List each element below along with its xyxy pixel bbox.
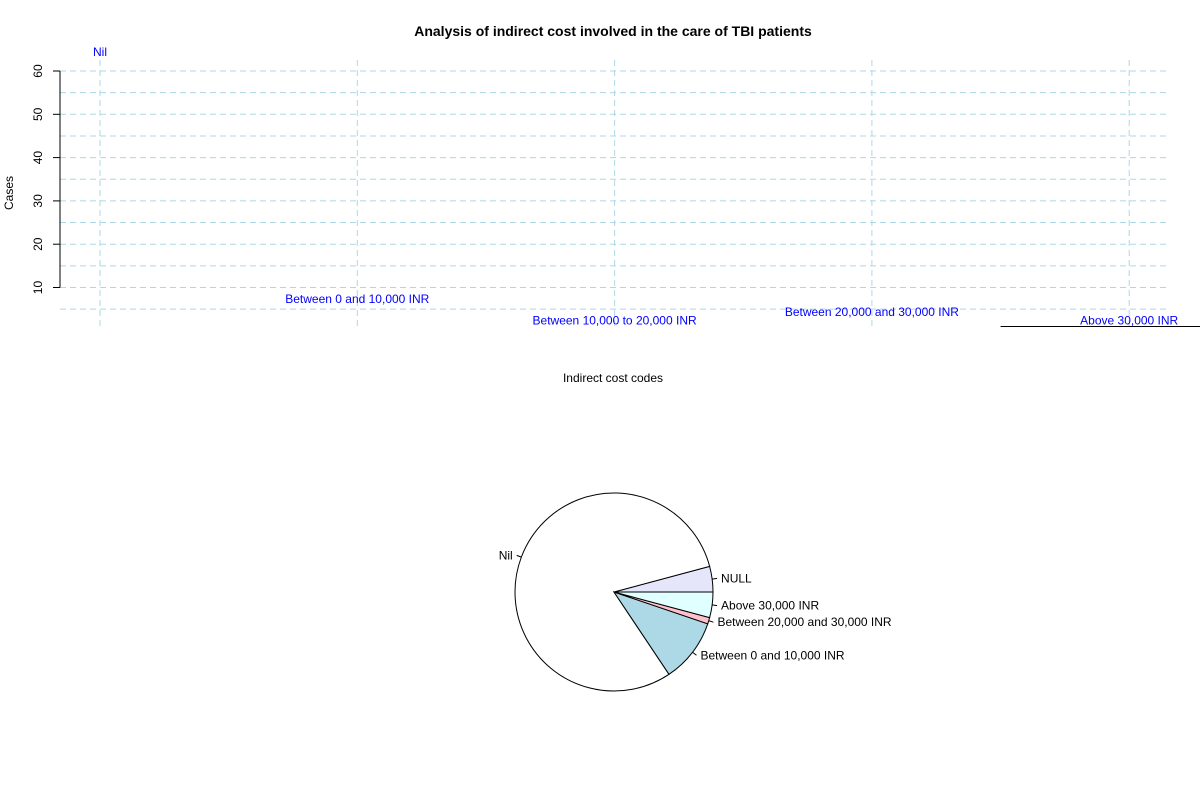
bar-label: Nil xyxy=(93,45,107,59)
pie-label-tick xyxy=(708,620,714,623)
y-tick-label: 30 xyxy=(31,194,45,208)
y-axis: 10 20 30 40 50 60 xyxy=(31,64,61,295)
chart-title: Analysis of indirect cost involved in th… xyxy=(414,23,812,39)
bar-label: Above 30,000 INR xyxy=(1080,313,1178,327)
bars: Nil Between 0 and 10,000 INR Between 10,00… xyxy=(0,45,1200,327)
pie-label: Between 20,000 and 30,000 INR xyxy=(717,615,891,629)
pie-slice xyxy=(514,492,711,692)
y-tick-label: 40 xyxy=(31,151,45,165)
y-tick-label: 10 xyxy=(31,281,45,295)
grid-lines xyxy=(60,60,1168,327)
y-tick-label: 50 xyxy=(31,107,45,121)
bar-chart: Nil Between 0 and 10,000 INR Between 10,00… xyxy=(0,45,1200,385)
bar-label: Between 10,000 to 20,000 INR xyxy=(533,313,697,327)
y-tick-label: 20 xyxy=(31,237,45,251)
pie-label: Between 0 and 10,000 INR xyxy=(700,648,844,662)
y-axis-label: Cases xyxy=(2,176,16,210)
pie-chart: NULL Nil Between 0 and 10,000 INR Between 2… xyxy=(499,492,892,692)
bar-label: Between 0 and 10,000 INR xyxy=(285,292,429,306)
y-tick-label: 60 xyxy=(31,64,45,78)
pie-label: NULL xyxy=(721,571,752,585)
pie-label-tick xyxy=(712,604,718,607)
bar xyxy=(0,58,229,309)
pie-label: Nil xyxy=(499,548,513,562)
x-axis-label: Indirect cost codes xyxy=(563,371,663,385)
pie-label: Above 30,000 INR xyxy=(721,599,819,613)
pie-label-tick xyxy=(692,651,697,656)
pie-label-tick xyxy=(712,577,718,580)
bar-label: Between 20,000 and 30,000 INR xyxy=(785,305,959,319)
pie-label-tick xyxy=(516,554,522,558)
